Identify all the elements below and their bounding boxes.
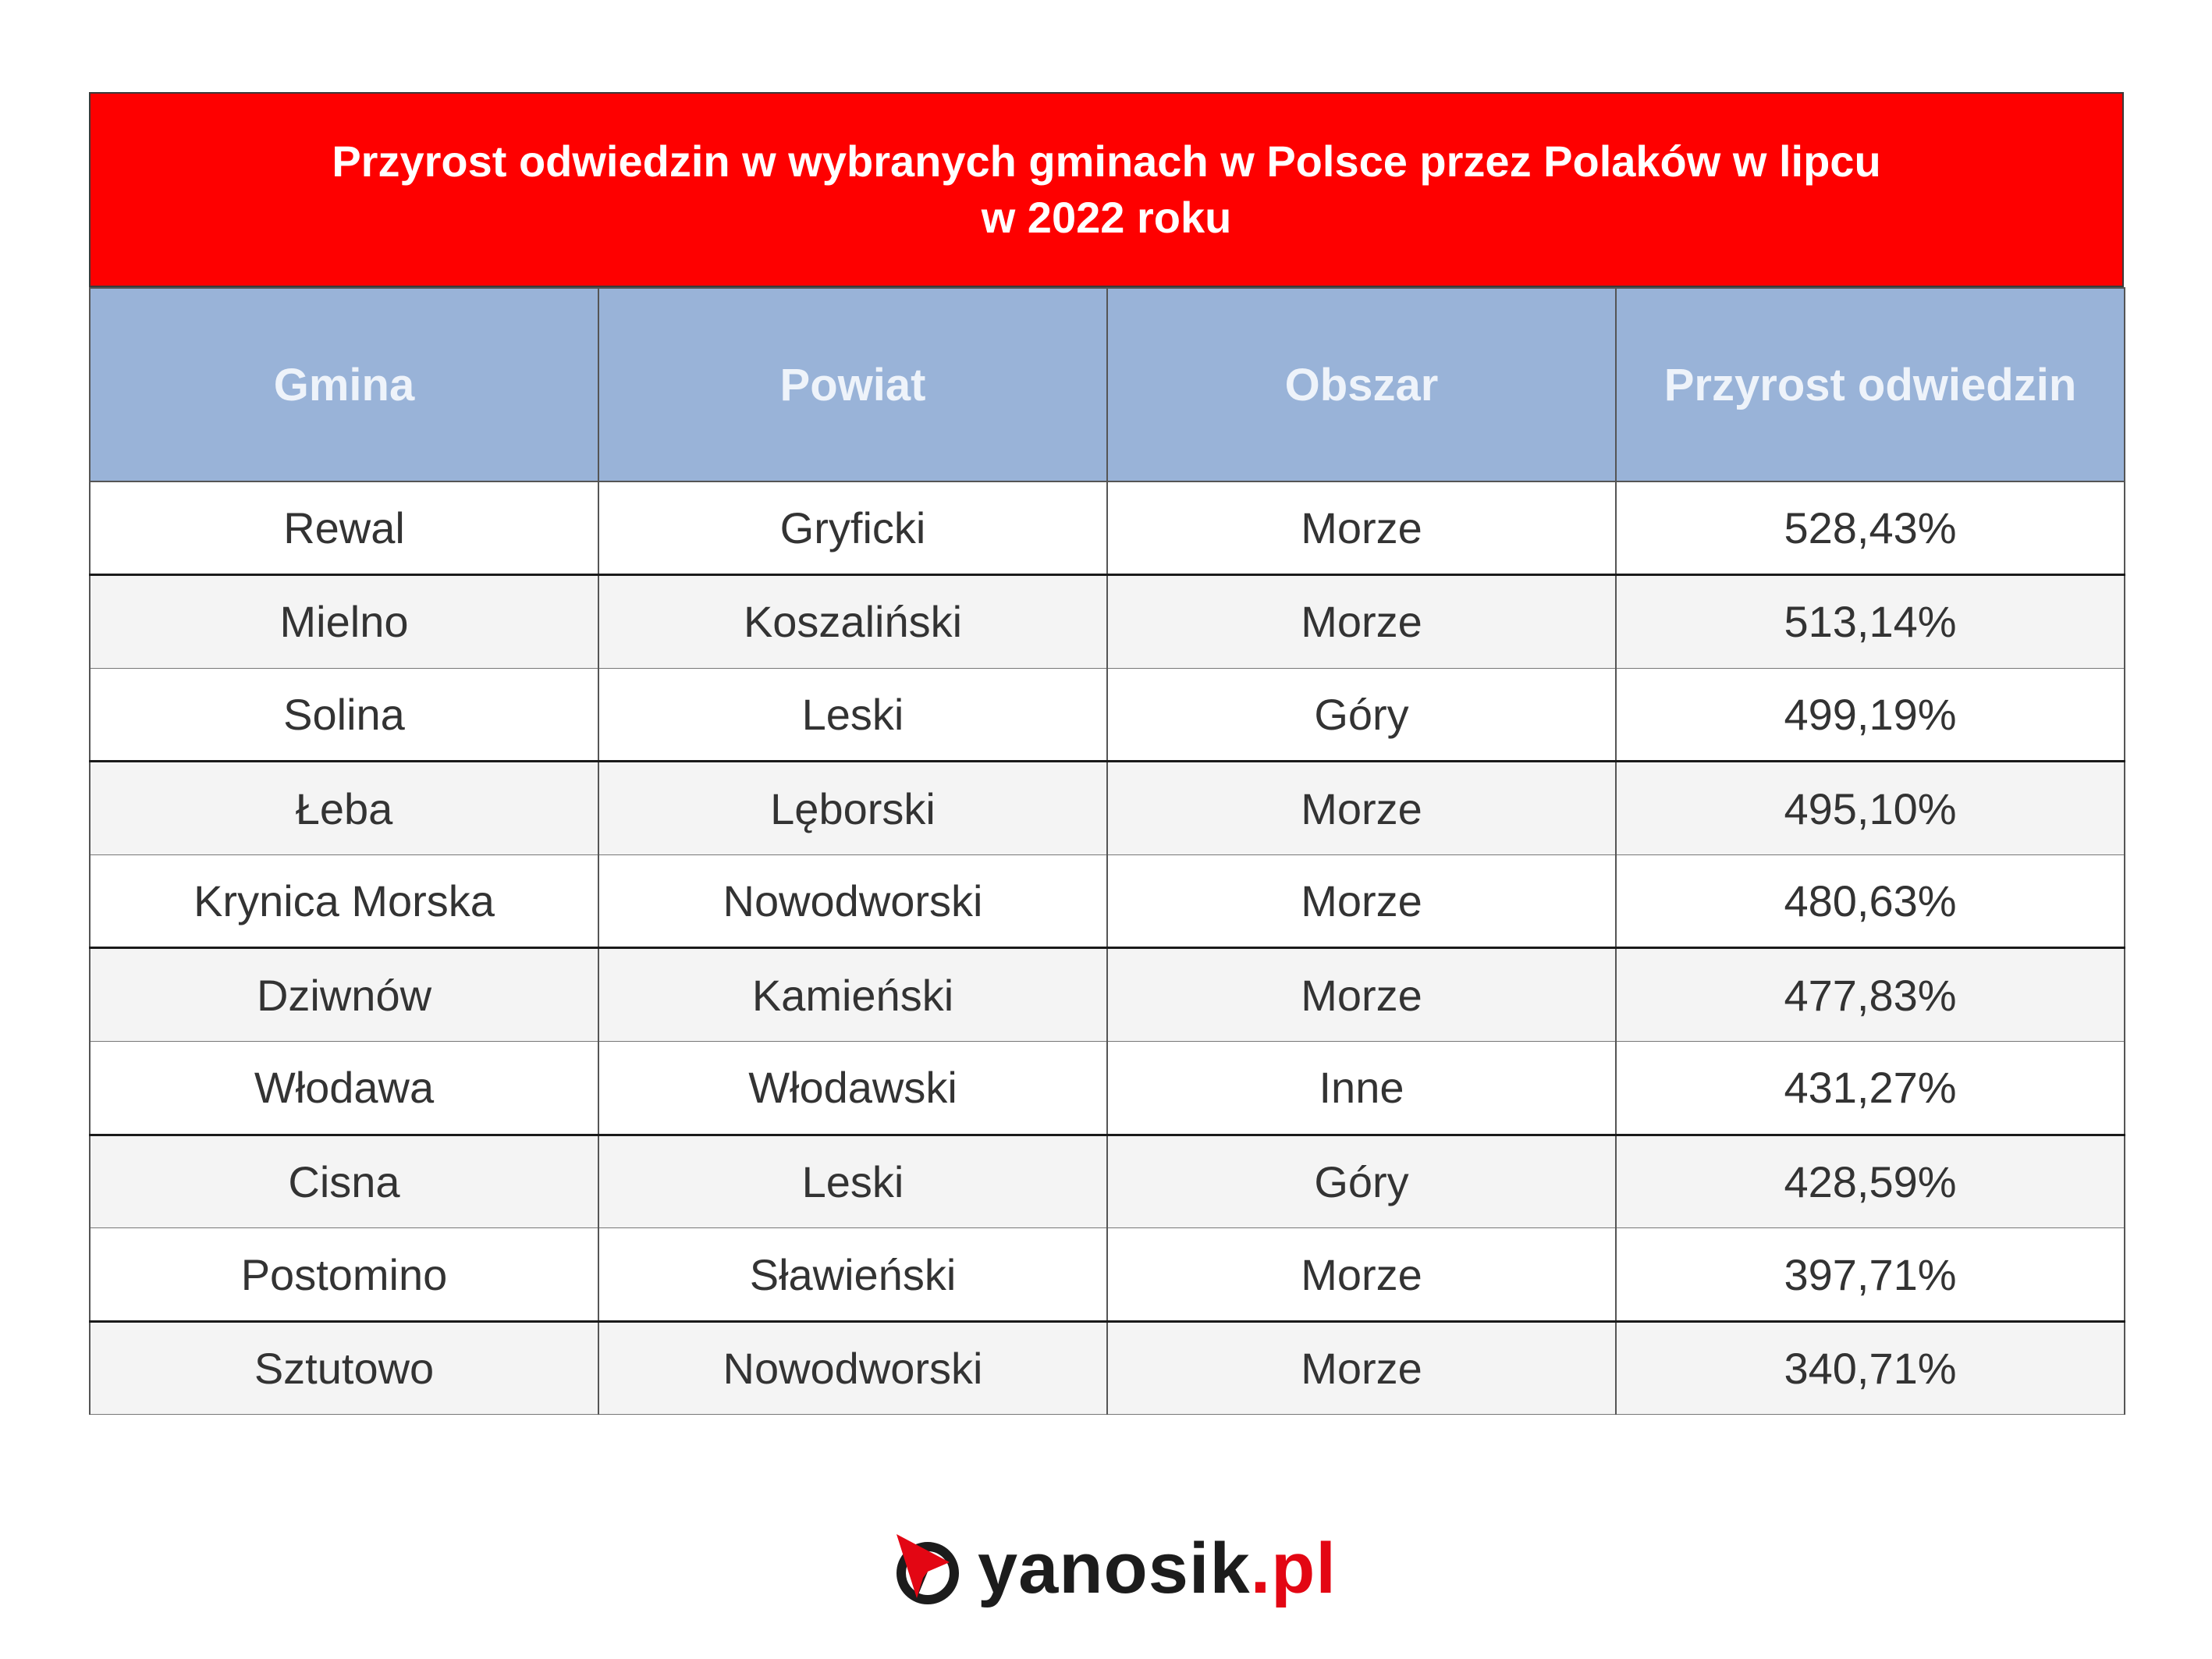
data-table-container: Przyrost odwiedzin w wybranych gminach w… bbox=[89, 92, 2125, 1416]
cell-obszar: Morze bbox=[1106, 947, 1617, 1043]
header-row: Gmina Powiat Obszar Przyrost odwiedzin bbox=[89, 287, 2125, 482]
cell-gmina: Krynica Morska bbox=[89, 854, 599, 950]
cell-gmina: Mielno bbox=[89, 574, 599, 669]
table-title-line-2: w 2022 roku bbox=[981, 193, 1232, 242]
table-row: Postomino Sławieński Morze 397,71% bbox=[89, 1227, 2125, 1323]
cell-przyrost: 513,14% bbox=[1615, 574, 2125, 669]
cell-przyrost: 477,83% bbox=[1615, 947, 2125, 1043]
cell-obszar: Inne bbox=[1106, 1041, 1617, 1136]
yanosik-logo: yanosik.pl bbox=[893, 1528, 1337, 1610]
cell-powiat: Leski bbox=[598, 667, 1108, 763]
table-row: Łeba Lęborski Morze 495,10% bbox=[89, 761, 2125, 855]
cell-powiat: Gryficki bbox=[598, 481, 1108, 577]
cell-obszar: Morze bbox=[1106, 854, 1617, 950]
column-header-gmina: Gmina bbox=[89, 287, 599, 482]
table-title: Przyrost odwiedzin w wybranych gminach w… bbox=[89, 92, 2124, 287]
table-row: Sztutowo Nowodworski Morze 340,71% bbox=[89, 1320, 2125, 1416]
column-header-przyrost: Przyrost odwiedzin bbox=[1615, 287, 2125, 482]
cell-powiat: Sławieński bbox=[598, 1227, 1108, 1323]
column-header-powiat: Powiat bbox=[598, 287, 1108, 482]
logo-wordmark: yanosik.pl bbox=[978, 1528, 1337, 1610]
cell-przyrost: 495,10% bbox=[1615, 761, 2125, 855]
cell-powiat: Nowodworski bbox=[598, 1320, 1108, 1416]
cell-przyrost: 397,71% bbox=[1615, 1227, 2125, 1323]
table-body: Rewal Gryficki Morze 528,43% Mielno Koszalińs… bbox=[89, 481, 2125, 1416]
cell-przyrost: 480,63% bbox=[1615, 854, 2125, 950]
cell-gmina: Postomino bbox=[89, 1227, 599, 1323]
table-row: Włodawa Włodawski Inne 431,27% bbox=[89, 1041, 2125, 1136]
cell-powiat: Leski bbox=[598, 1134, 1108, 1229]
table-row: Dziwnów Kamieński Morze 477,83% bbox=[89, 947, 2125, 1043]
logo-name: yanosik bbox=[978, 1528, 1251, 1608]
table-row: Cisna Leski Góry 428,59% bbox=[89, 1134, 2125, 1229]
cell-przyrost: 340,71% bbox=[1615, 1320, 2125, 1416]
logo-tld: .pl bbox=[1250, 1528, 1337, 1608]
cell-gmina: Włodawa bbox=[89, 1041, 599, 1136]
yanosik-compass-icon bbox=[897, 1534, 959, 1604]
cell-gmina: Sztutowo bbox=[89, 1320, 599, 1416]
table-row: Krynica Morska Nowodworski Morze 480,63% bbox=[89, 854, 2125, 950]
cell-obszar: Morze bbox=[1106, 761, 1617, 855]
cell-gmina: Rewal bbox=[89, 481, 599, 577]
cell-gmina: Cisna bbox=[89, 1134, 599, 1229]
table-row: Rewal Gryficki Morze 528,43% bbox=[89, 481, 2125, 577]
cell-gmina: Dziwnów bbox=[89, 947, 599, 1043]
data-table: Gmina Powiat Obszar Przyrost odwiedzin R… bbox=[89, 287, 2125, 1416]
cell-obszar: Morze bbox=[1106, 574, 1617, 669]
table-row: Solina Leski Góry 499,19% bbox=[89, 667, 2125, 763]
cell-obszar: Morze bbox=[1106, 1320, 1617, 1416]
cell-obszar: Góry bbox=[1106, 1134, 1617, 1229]
cell-powiat: Nowodworski bbox=[598, 854, 1108, 950]
cell-przyrost: 428,59% bbox=[1615, 1134, 2125, 1229]
cell-powiat: Lęborski bbox=[598, 761, 1108, 855]
cell-powiat: Włodawski bbox=[598, 1041, 1108, 1136]
cell-obszar: Morze bbox=[1106, 1227, 1617, 1323]
cell-gmina: Łeba bbox=[89, 761, 599, 855]
table-row: Mielno Koszaliński Morze 513,14% bbox=[89, 574, 2125, 669]
cell-powiat: Koszaliński bbox=[598, 574, 1108, 669]
cell-przyrost: 528,43% bbox=[1615, 481, 2125, 577]
cell-obszar: Morze bbox=[1106, 481, 1617, 577]
cell-przyrost: 499,19% bbox=[1615, 667, 2125, 763]
cell-powiat: Kamieński bbox=[598, 947, 1108, 1043]
table-title-line-1: Przyrost odwiedzin w wybranych gminach w… bbox=[332, 137, 1881, 186]
column-header-obszar: Obszar bbox=[1106, 287, 1617, 482]
cell-gmina: Solina bbox=[89, 667, 599, 763]
cell-przyrost: 431,27% bbox=[1615, 1041, 2125, 1136]
cell-obszar: Góry bbox=[1106, 667, 1617, 763]
